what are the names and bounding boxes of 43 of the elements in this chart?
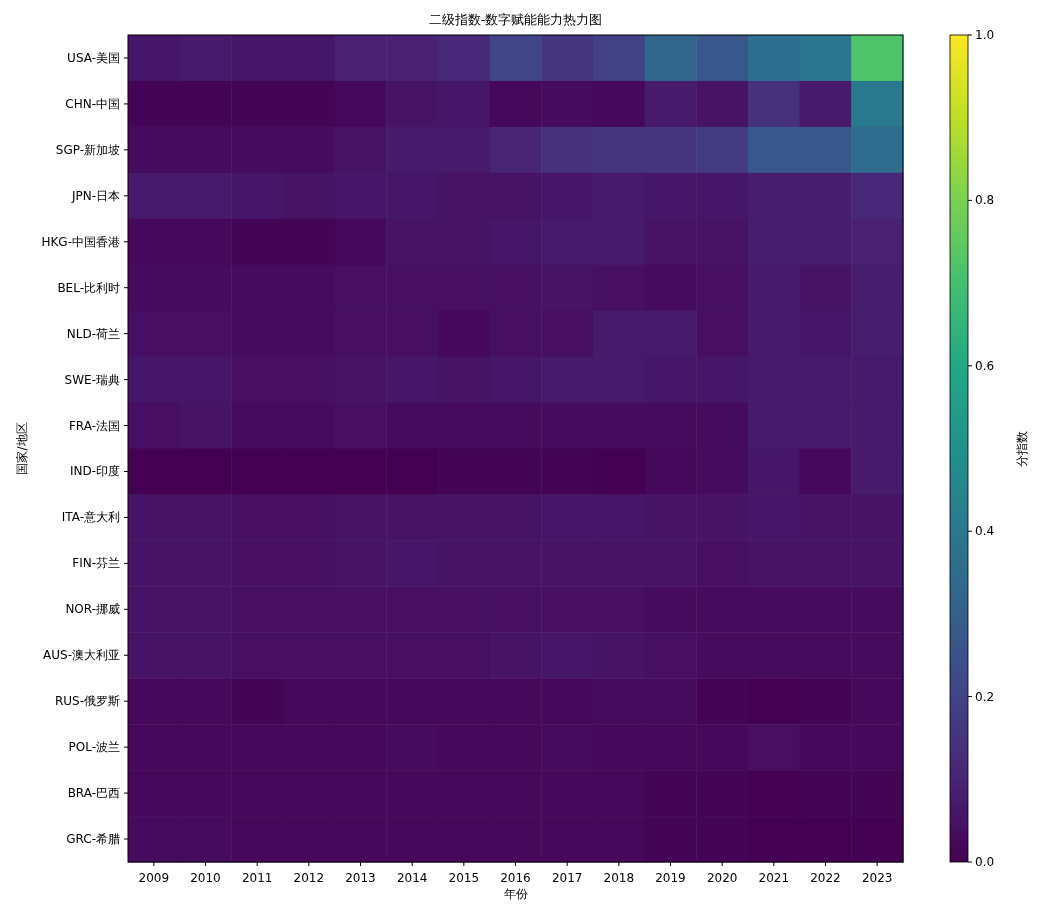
x-axis-title: 年份 (503, 887, 528, 901)
x-tick-label: 2010 (190, 871, 221, 885)
y-tick-label: BEL-比利时 (57, 280, 120, 295)
y-tick-label: RUS-俄罗斯 (54, 694, 120, 709)
y-tick-label: FIN-芬兰 (72, 556, 120, 571)
y-tick-label: USA-美国 (67, 50, 120, 65)
x-tick-label: 2016 (500, 871, 531, 885)
chart-title: 二级指数-数字赋能能力热力图 (428, 12, 603, 27)
y-tick-label: SGP-新加坡 (55, 142, 120, 157)
y-tick-label: NOR-挪威 (65, 602, 120, 617)
y-tick-label: NLD-荷兰 (66, 326, 120, 341)
y-axis-title: 国家/地区 (15, 422, 29, 475)
x-tick-label: 2021 (758, 871, 790, 885)
y-tick-label: IND-印度 (69, 464, 120, 479)
y-tick-label: GRC-希腊 (66, 832, 120, 847)
color-bar-label: 0.6 (975, 358, 995, 373)
x-tick-label: 2017 (551, 871, 583, 885)
color-bar-label: 0.0 (975, 855, 995, 869)
y-tick-label: HKG-中国香港 (41, 234, 120, 249)
y-tick-label: CHN-中国 (65, 96, 120, 111)
y-tick-label: AUS-澳大利亚 (43, 648, 120, 663)
y-tick-label: ITA-意大利 (61, 510, 120, 525)
x-tick-label: 2018 (603, 871, 635, 885)
color-bar-title: 分指数 (1015, 430, 1029, 467)
x-tick-label: 2012 (293, 871, 325, 885)
x-tick-label: 2009 (138, 871, 170, 885)
x-tick-label: 2019 (655, 871, 686, 885)
y-tick-label: POL-波兰 (68, 740, 120, 755)
color-bar-label: 1.0 (975, 28, 995, 42)
x-tick-label: 2014 (396, 871, 428, 885)
color-bar-label: 0.8 (975, 193, 995, 208)
y-tick-label: SWE-瑞典 (64, 372, 120, 387)
y-tick-label: JPN-日本 (70, 188, 120, 203)
x-tick-label: 2023 (861, 871, 893, 885)
y-tick-label: FRA-法国 (68, 418, 120, 433)
y-tick-label: BRA-巴西 (67, 786, 120, 801)
x-tick-label: 2013 (345, 871, 376, 885)
color-bar-label: 0.4 (975, 524, 995, 539)
x-tick-label: 2015 (448, 871, 480, 885)
x-tick-label: 2020 (706, 871, 738, 885)
color-bar-label: 0.2 (975, 689, 995, 704)
x-tick-label: 2022 (810, 871, 841, 885)
x-tick-label: 2011 (241, 871, 273, 885)
